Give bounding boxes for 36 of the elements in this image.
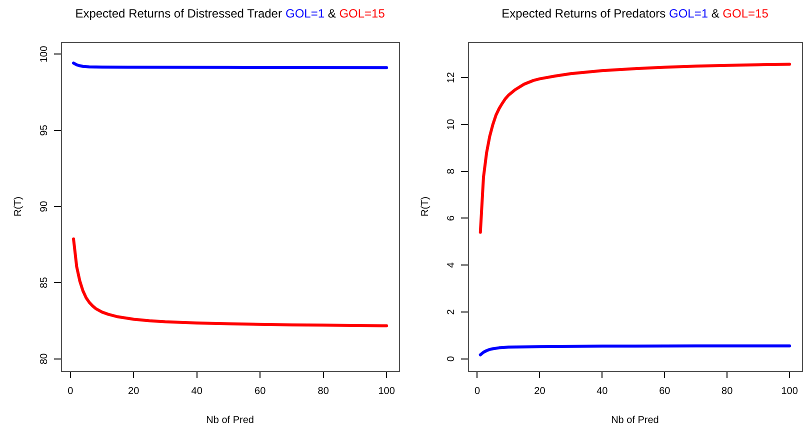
x-tick-label: 0 — [474, 386, 480, 397]
text: & — [328, 6, 336, 20]
y-tick-label: 4 — [446, 262, 457, 268]
text: GOL=15 — [722, 6, 769, 20]
y-axis-title: R(T) — [420, 196, 431, 216]
text: GOL=15 — [339, 6, 386, 20]
y-tick-label: 8 — [446, 168, 457, 174]
y-tick-label: 10 — [446, 118, 457, 130]
y-tick-label: 90 — [39, 200, 50, 212]
x-tick-label: 40 — [596, 386, 608, 397]
y-tick-label: 80 — [39, 352, 50, 364]
x-tick-label: 100 — [378, 386, 396, 397]
text: GOL=1 — [286, 6, 325, 20]
x-tick-label: 40 — [191, 386, 203, 397]
text: & — [711, 6, 720, 20]
y-tick-label: 95 — [39, 124, 50, 136]
x-tick-label: 20 — [534, 386, 546, 397]
text: GOL=1 — [668, 6, 708, 20]
x-tick-label: 60 — [659, 386, 671, 397]
y-tick-label: 12 — [446, 72, 457, 84]
x-tick-label: 20 — [128, 386, 140, 397]
y-axis-title: R(T) — [12, 196, 24, 216]
y-tick-label: 100 — [39, 45, 50, 63]
x-axis-title: Nb of Pred — [206, 414, 254, 426]
x-tick-label: 100 — [781, 386, 798, 397]
y-tick-label: 0 — [446, 356, 457, 362]
x-tick-label: 80 — [722, 386, 734, 397]
y-tick-label: 2 — [446, 308, 457, 315]
x-axis-title: Nb of Pred — [611, 414, 659, 426]
x-tick-label: 0 — [68, 386, 74, 397]
x-tick-label: 60 — [254, 386, 266, 397]
y-tick-label: 6 — [446, 215, 457, 221]
x-tick-label: 80 — [318, 386, 330, 397]
y-tick-label: 85 — [39, 276, 50, 288]
chart-title: Expected Returns of Predators — [502, 6, 666, 20]
chart-title: Expected Returns of Distressed Trader — [75, 6, 282, 20]
